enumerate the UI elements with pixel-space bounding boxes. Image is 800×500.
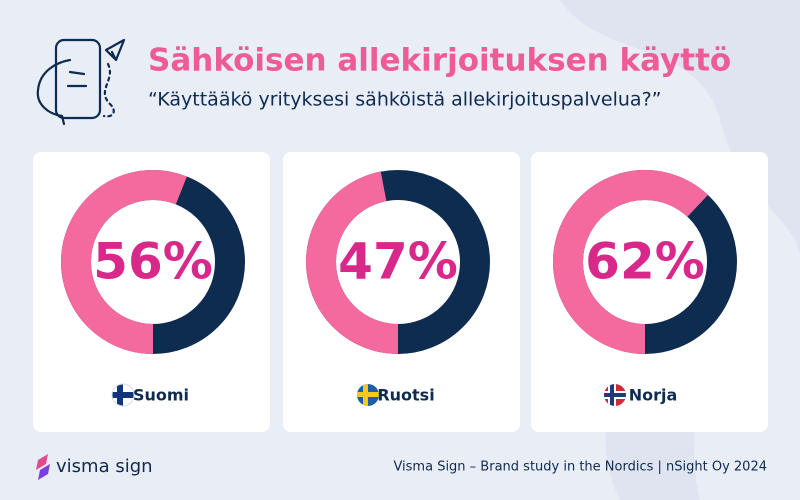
- source: Visma Sign – Brand study in the Nordics …: [393, 460, 767, 475]
- category-label: Suomi: [133, 386, 189, 405]
- category-label: Ruotsi: [377, 386, 434, 405]
- donut-segment: [306, 171, 399, 354]
- value-label: 62%: [585, 233, 705, 291]
- subtitle: “Käyttääkö yrityksesi sähköistä allekirj…: [148, 89, 662, 111]
- donut-segment: [553, 170, 708, 354]
- brand: visma sign: [56, 456, 153, 477]
- donut-segment: [61, 170, 187, 354]
- flag-border: [111, 383, 135, 407]
- value-label: 56%: [93, 233, 213, 291]
- title: Sähköisen allekirjoituksen käyttö: [148, 43, 731, 79]
- value-label: 47%: [338, 233, 458, 291]
- category-label: Norja: [629, 386, 678, 405]
- header-icon: [36, 38, 126, 126]
- flag-norway: [604, 384, 626, 406]
- brand-logo: [36, 454, 50, 480]
- flag-sweden: [357, 384, 379, 406]
- flag-finland: [112, 384, 134, 406]
